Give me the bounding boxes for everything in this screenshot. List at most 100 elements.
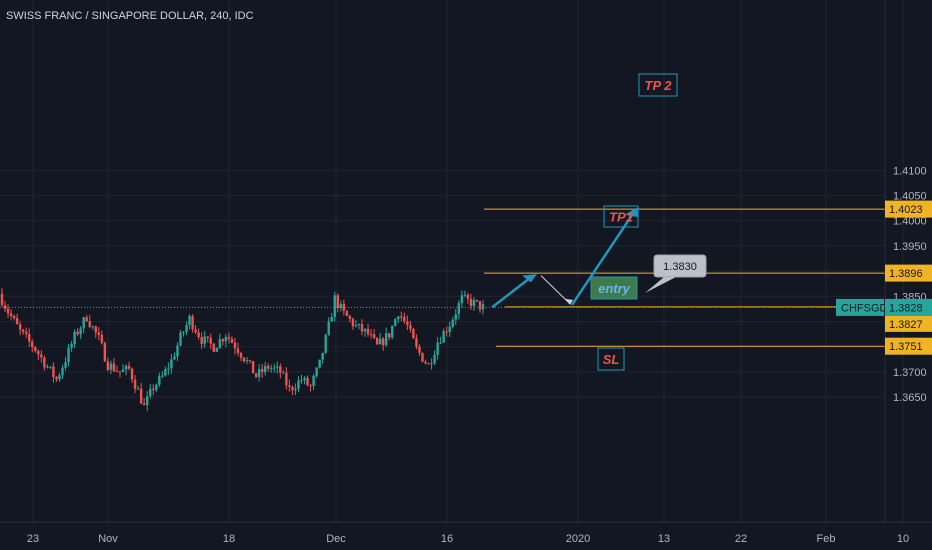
symbol-tag-bg	[836, 298, 884, 316]
arrow-head	[565, 298, 573, 305]
candle-body	[203, 336, 206, 344]
candle-body	[215, 347, 218, 352]
candle-body	[394, 319, 397, 326]
candle-body	[176, 345, 179, 357]
note-tp1-box	[603, 205, 639, 228]
candle-body	[242, 357, 246, 362]
candle-body	[149, 388, 152, 397]
candle-body	[388, 333, 391, 338]
candle-body	[318, 359, 321, 368]
candle-body	[400, 316, 403, 318]
candle-body	[55, 376, 58, 380]
candle-body	[91, 326, 94, 328]
candle-body	[381, 338, 385, 346]
note-sl[interactable]: SL	[597, 347, 625, 371]
candle-body	[481, 303, 485, 310]
note-tp1[interactable]: TP1	[603, 205, 639, 228]
candle-body	[245, 360, 249, 362]
level-notes[interactable]: TP 2 TP1 entry SL 1.3830	[590, 73, 707, 371]
arrow-head	[522, 274, 537, 283]
candle-body	[315, 367, 318, 376]
x-tick-label: 23	[27, 533, 39, 545]
candle-body	[372, 334, 376, 338]
arrow-up-second	[570, 211, 636, 306]
candle-body	[369, 334, 373, 336]
candle-body	[294, 388, 297, 391]
prev-close-tag-bg	[885, 315, 932, 332]
candle-body	[288, 385, 291, 387]
candle-body	[360, 323, 364, 332]
note-sl-box	[597, 347, 625, 371]
note-sl-text: SL	[603, 352, 620, 367]
candle-body	[85, 317, 88, 322]
candle-body	[79, 328, 82, 335]
candle-body	[270, 368, 273, 370]
candle-body	[469, 298, 473, 306]
candle-body	[257, 368, 261, 377]
y-tick-label: 1.3650	[893, 392, 927, 404]
symbol-tag-text: CHFSGD	[841, 302, 888, 314]
candle-body	[97, 332, 101, 335]
price-callout-text: 1.3830	[663, 261, 697, 273]
candle-body	[88, 321, 91, 327]
candle-body	[306, 377, 309, 386]
candle-body	[82, 317, 85, 329]
candle-body	[263, 365, 267, 373]
y-tick-label: 1.4050	[893, 191, 927, 203]
level-tag-tp1-text: 1.3896	[889, 268, 923, 280]
candle-body	[391, 325, 394, 338]
x-tick-label: 13	[658, 533, 670, 545]
candle-body	[354, 325, 358, 327]
level-tag-tp2-bg	[885, 200, 932, 218]
candle-body	[454, 314, 457, 320]
candle-body	[206, 336, 209, 338]
candle-body	[448, 326, 451, 333]
candle-body	[260, 368, 264, 373]
level-tag-tp2-text: 1.4023	[889, 204, 923, 216]
candle-body	[15, 317, 19, 325]
candle-body	[445, 331, 448, 333]
candle-body	[451, 319, 454, 327]
candle-body	[351, 318, 355, 327]
candle-body	[297, 380, 300, 389]
candle-body	[363, 328, 367, 332]
candle-body	[321, 352, 324, 360]
candle-body	[403, 316, 406, 322]
candle-body	[303, 377, 306, 381]
level-tag-sl-text: 1.3751	[889, 341, 923, 353]
candle-body	[173, 356, 176, 360]
candle-body	[336, 295, 339, 308]
candle-body	[200, 337, 203, 344]
candle-body	[130, 368, 134, 380]
time-axis[interactable]: 23 Nov 18 Dec 16 2020 13 22 Feb 10	[27, 533, 909, 545]
candle-body	[339, 303, 343, 308]
note-entry-text: entry	[598, 281, 631, 296]
candle-body	[239, 353, 243, 358]
candle-body	[409, 325, 412, 329]
note-entry[interactable]: entry	[590, 276, 638, 300]
candle-body	[121, 369, 125, 373]
candle-body	[70, 343, 73, 348]
candle-body	[457, 303, 460, 315]
candle-body	[37, 351, 40, 355]
candle-body	[31, 341, 34, 348]
candle-body	[406, 321, 409, 326]
y-tick-label: 1.4100	[893, 165, 927, 177]
level-tag-tp1-bg	[885, 264, 932, 282]
candle-body	[327, 321, 330, 335]
y-tick-label: 1.3700	[893, 367, 927, 379]
candle-body	[227, 336, 231, 339]
candle-body	[345, 310, 349, 317]
candle-body	[460, 295, 464, 304]
candle-body	[418, 346, 421, 353]
candle-body	[309, 385, 312, 387]
note-tp2[interactable]: TP 2	[638, 73, 678, 97]
candle-body	[40, 354, 43, 358]
candle-body	[285, 372, 288, 386]
arrow-head	[625, 207, 638, 218]
candle-body	[103, 343, 107, 362]
candle-body	[218, 339, 222, 348]
grid	[0, 0, 904, 522]
